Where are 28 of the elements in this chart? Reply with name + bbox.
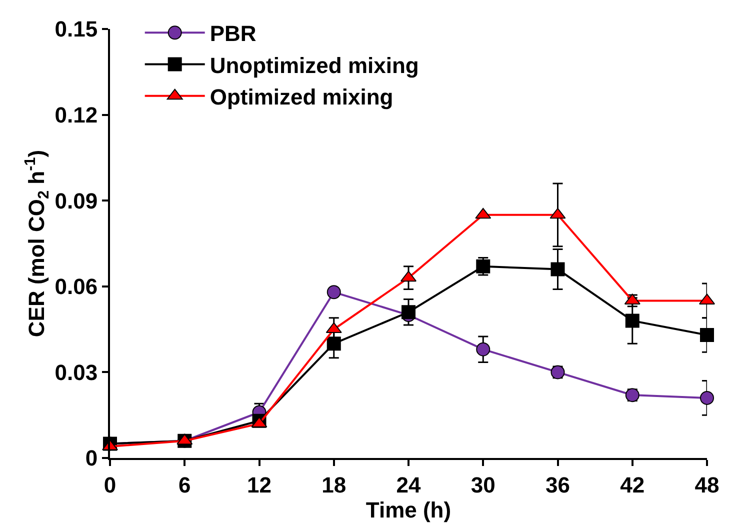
y-tick-label: 0.06 [54, 274, 98, 300]
x-tick-label: 0 [104, 472, 116, 498]
y-tick-label: 0 [85, 446, 98, 471]
x-tick-label: 48 [694, 472, 720, 498]
y-tick-label: 0.09 [54, 188, 98, 214]
point [476, 259, 490, 274]
x-tick-label: 24 [396, 472, 422, 498]
y-tick-label: 0.03 [54, 360, 98, 385]
legend-label: PBR [210, 21, 256, 46]
point [625, 314, 640, 328]
point [700, 328, 714, 342]
x-tick-label: 36 [546, 472, 570, 498]
point [326, 285, 341, 300]
point [550, 262, 565, 276]
x-tick-label: 12 [247, 472, 272, 498]
point [326, 336, 341, 351]
x-tick-label: 18 [322, 472, 346, 498]
x-tick-label: 30 [470, 472, 496, 498]
point [402, 305, 416, 320]
point [700, 390, 714, 405]
x-tick-label: 42 [620, 472, 645, 498]
point [476, 342, 490, 356]
x-axis-title: Time (h) [366, 497, 452, 522]
y-tick-label: 0.12 [54, 102, 98, 128]
y-tick-label: 0.15 [54, 16, 98, 42]
legend-label: Optimized mixing [210, 84, 394, 110]
x-tick-label: 6 [178, 472, 191, 498]
legend-label: Unoptimized mixing [210, 52, 419, 78]
